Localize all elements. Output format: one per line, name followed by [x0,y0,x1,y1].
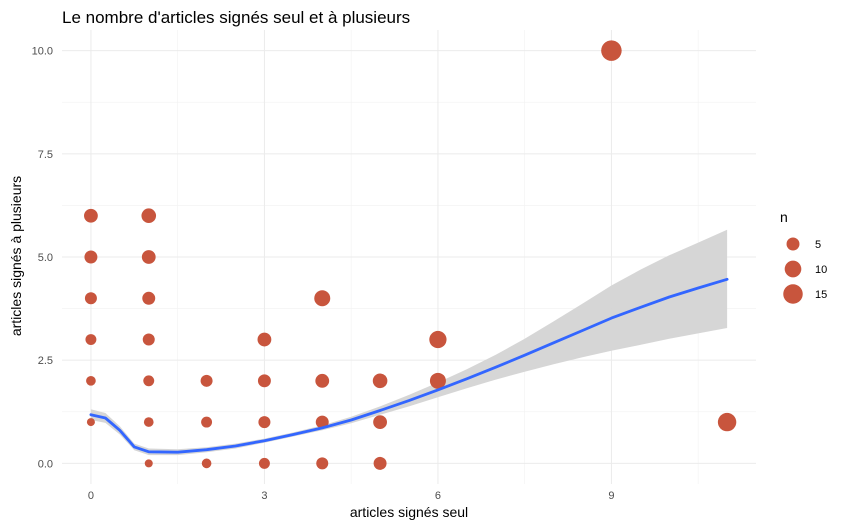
data-point [86,418,95,427]
points-layer [84,40,737,470]
x-axis-title: articles signés seul [350,504,468,520]
data-point [314,290,331,307]
data-point [373,456,387,470]
data-point [316,457,329,470]
confidence-band-layer [90,229,728,456]
legend-key [786,237,800,251]
y-tick-label: 10.0 [32,46,53,58]
y-axis-title: articles signés à plusieurs [8,176,24,336]
y-tick-label: 5.0 [38,252,53,264]
data-point [601,40,622,61]
data-point [141,250,156,264]
data-point [257,332,272,347]
data-point [144,459,153,468]
data-point [429,372,446,389]
y-tick-label: 0.0 [38,458,53,470]
data-point [142,291,156,305]
data-point [84,208,98,223]
legend-label: 15 [815,289,827,301]
y-tick-label: 2.5 [38,355,53,367]
data-point [201,416,213,428]
data-point [85,334,97,346]
data-point [86,375,96,386]
x-axis-ticks: 0 3 6 9 [88,490,615,502]
x-tick-label: 3 [261,490,267,502]
data-point [84,292,97,305]
data-point [143,375,155,387]
legend-key [783,284,803,304]
data-point [258,457,270,469]
data-point [201,458,212,469]
data-point [141,208,157,224]
data-point [315,415,329,429]
y-tick-label: 7.5 [38,149,53,161]
data-point [717,412,737,432]
chart-title: Le nombre d'articles signés seul et à pl… [62,8,410,27]
confidence-band [90,229,728,456]
legend-key [784,260,802,278]
y-axis-ticks: 0.0 2.5 5.0 7.5 10.0 [32,46,53,471]
data-point [372,373,388,389]
size-legend: n 5 10 15 [780,209,827,304]
legend-label: 5 [815,239,821,251]
data-point [84,250,98,264]
legend-label: 10 [815,264,827,276]
data-point [143,417,154,427]
data-point [257,374,271,388]
data-point [200,374,213,387]
x-tick-label: 6 [435,490,441,502]
data-point [315,373,330,388]
legend-title: n [780,209,788,225]
plot-grid [62,30,756,484]
data-point [373,415,387,429]
x-tick-label: 9 [608,490,614,502]
data-point [142,333,155,346]
data-point [429,330,447,349]
smooth-line [89,277,729,454]
smooth-line-layer [89,277,729,454]
data-point [258,416,271,429]
x-tick-label: 0 [88,490,94,502]
